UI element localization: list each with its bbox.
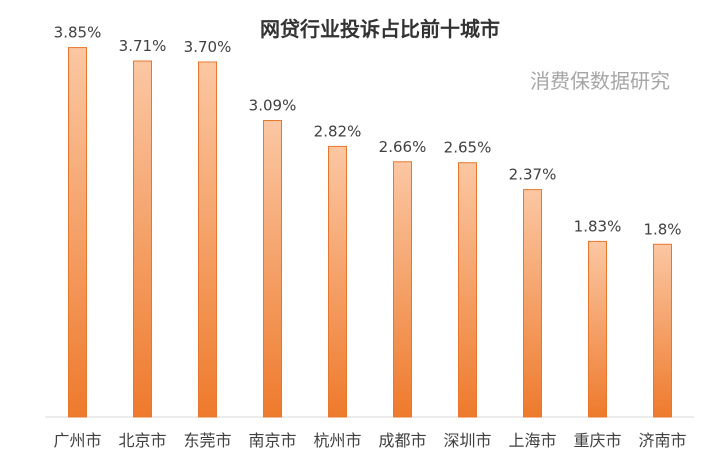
- x-tick-label-4: 南京市: [248, 431, 296, 450]
- bar-2: [133, 60, 152, 418]
- data-label-4: 3.09%: [249, 97, 297, 115]
- x-tick-label-1: 广州市: [53, 431, 101, 450]
- x-tick-label-5: 杭州市: [313, 431, 361, 450]
- data-label-3: 3.70%: [184, 38, 232, 56]
- bar-10: [653, 243, 672, 418]
- chart-title: 网贷行业投诉占比前十城市: [260, 17, 500, 41]
- bar-6: [393, 161, 412, 418]
- data-label-1: 3.85%: [54, 24, 102, 42]
- data-label-9: 1.83%: [574, 217, 622, 235]
- x-tick-label-7: 深圳市: [443, 431, 491, 450]
- bar-7: [458, 162, 477, 418]
- data-label-8: 2.37%: [509, 166, 557, 184]
- bars-group: [68, 47, 672, 418]
- data-label-5: 2.82%: [314, 122, 362, 140]
- x-tick-labels-group: 广州市 北京市 东莞市 南京市 杭州市 成都市 深圳市 上海市 重庆市 济南市: [53, 431, 686, 450]
- data-label-7: 2.65%: [444, 139, 492, 157]
- data-labels-group: 3.85% 3.71% 3.70% 3.09% 2.82% 2.66% 2.65% 2.37%…: [54, 24, 682, 239]
- bar-4: [263, 120, 282, 418]
- x-tick-label-6: 成都市: [378, 431, 426, 450]
- bar-8: [523, 189, 542, 418]
- data-label-6: 2.66%: [379, 138, 427, 156]
- bar-9: [588, 240, 607, 418]
- bar-1: [68, 47, 87, 418]
- x-tick-label-9: 重庆市: [573, 431, 621, 450]
- x-tick-label-3: 东莞市: [183, 431, 231, 450]
- bar-3: [198, 61, 217, 418]
- x-tick-label-2: 北京市: [118, 431, 166, 450]
- watermark-text: 消费保数据研究: [530, 69, 670, 93]
- bar-5: [328, 145, 347, 418]
- x-tick-label-8: 上海市: [508, 431, 556, 450]
- data-label-10: 1.8%: [643, 220, 681, 238]
- data-label-2: 3.71%: [119, 37, 167, 55]
- x-tick-label-10: 济南市: [638, 431, 686, 450]
